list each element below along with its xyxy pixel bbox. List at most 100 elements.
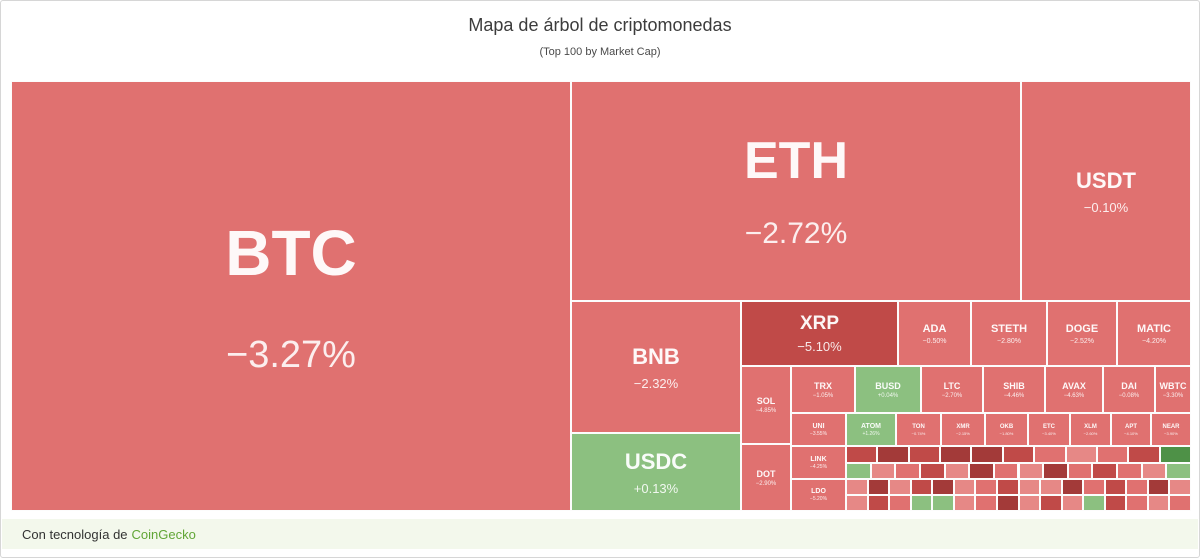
treemap-micro-cell[interactable] bbox=[932, 495, 954, 511]
treemap-micro-cell[interactable] bbox=[877, 446, 909, 463]
treemap-micro-cell[interactable] bbox=[1096, 446, 1129, 463]
treemap-micro-cell[interactable] bbox=[944, 463, 970, 479]
treemap-cell-usdt[interactable]: USDT −0.10% bbox=[1021, 81, 1191, 301]
treemap-micro-cell[interactable] bbox=[975, 479, 997, 495]
treemap-micro-cell[interactable] bbox=[1104, 479, 1127, 495]
treemap-micro-cell[interactable] bbox=[1018, 463, 1044, 479]
treemap-cell-ton[interactable]: TON −0.74% bbox=[896, 413, 941, 446]
treemap-cell-dai[interactable]: DAI −0.08% bbox=[1103, 366, 1155, 413]
treemap-micro-cell[interactable] bbox=[846, 446, 878, 463]
treemap-micro-cell[interactable] bbox=[867, 495, 890, 511]
treemap-cell-usdc[interactable]: USDC +0.13% bbox=[571, 433, 741, 511]
treemap-cell-btc[interactable]: BTC −3.27% bbox=[11, 81, 571, 511]
treemap-micro-cell[interactable] bbox=[953, 479, 976, 495]
treemap-micro-cell[interactable] bbox=[846, 463, 871, 479]
coin-symbol: UNI bbox=[812, 422, 825, 430]
coin-change: −2.80% bbox=[997, 337, 1021, 345]
treemap-micro-cell[interactable] bbox=[867, 479, 890, 495]
treemap-micro-cell[interactable] bbox=[1065, 446, 1097, 463]
treemap-micro-cell[interactable] bbox=[1002, 446, 1035, 463]
treemap-micro-cell[interactable] bbox=[940, 446, 972, 463]
treemap-cell-busd[interactable]: BUSD +0.04% bbox=[855, 366, 921, 413]
treemap-micro-cell[interactable] bbox=[1043, 463, 1068, 479]
treemap-cell-dot[interactable]: DOT −2.90% bbox=[741, 444, 791, 511]
treemap-cell-ada[interactable]: ADA −0.50% bbox=[898, 301, 971, 366]
treemap-cell-doge[interactable]: DOGE −2.52% bbox=[1047, 301, 1117, 366]
treemap-micro-cell[interactable] bbox=[1128, 446, 1160, 463]
coin-symbol: USDT bbox=[1076, 167, 1136, 193]
coin-symbol: ATOM bbox=[861, 422, 881, 430]
treemap-micro-cell[interactable] bbox=[975, 495, 997, 511]
treemap-micro-cell[interactable] bbox=[908, 446, 941, 463]
coin-symbol: AVAX bbox=[1062, 380, 1086, 391]
treemap-cell-xmr[interactable]: XMR −2.15% bbox=[941, 413, 985, 446]
treemap-micro-cell[interactable] bbox=[1083, 479, 1105, 495]
treemap-micro-cell[interactable] bbox=[993, 463, 1019, 479]
coin-change: +0.04% bbox=[877, 392, 899, 399]
treemap-micro-cell[interactable] bbox=[932, 479, 954, 495]
treemap-cell-eth[interactable]: ETH −2.72% bbox=[571, 81, 1021, 301]
treemap-micro-cell[interactable] bbox=[953, 495, 976, 511]
treemap-cell-steth[interactable]: STETH −2.80% bbox=[971, 301, 1047, 366]
treemap-micro-cell[interactable] bbox=[1159, 446, 1191, 463]
treemap-micro-cell[interactable] bbox=[1166, 463, 1191, 479]
coin-symbol: BNB bbox=[632, 343, 680, 369]
treemap-micro-cell[interactable] bbox=[1018, 495, 1041, 511]
treemap-cell-xlm[interactable]: XLM −2.60% bbox=[1070, 413, 1111, 446]
treemap-cell-apt[interactable]: APT −4.10% bbox=[1111, 413, 1151, 446]
coingecko-link[interactable]: CoinGecko bbox=[131, 526, 196, 542]
treemap-micro-cell[interactable] bbox=[1147, 495, 1170, 511]
coin-change: −2.15% bbox=[956, 430, 970, 436]
treemap-micro-cell[interactable] bbox=[1018, 479, 1041, 495]
treemap-cell-bnb[interactable]: BNB −2.32% bbox=[571, 301, 741, 433]
treemap-cell-atom[interactable]: ATOM +1.26% bbox=[846, 413, 896, 446]
treemap-micro-cell[interactable] bbox=[971, 446, 1003, 463]
treemap-micro-cell[interactable] bbox=[1040, 479, 1062, 495]
treemap-micro-cell[interactable] bbox=[910, 495, 933, 511]
treemap-micro-cell[interactable] bbox=[846, 495, 868, 511]
treemap-micro-cell[interactable] bbox=[1083, 495, 1105, 511]
treemap-micro-cell[interactable] bbox=[889, 479, 911, 495]
treemap-cell-matic[interactable]: MATIC −4.20% bbox=[1117, 301, 1191, 366]
treemap-micro-cell[interactable] bbox=[1104, 495, 1127, 511]
treemap-micro-cell[interactable] bbox=[1092, 463, 1118, 479]
treemap-micro-cell[interactable] bbox=[1061, 495, 1084, 511]
treemap-cell-ltc[interactable]: LTC −2.70% bbox=[921, 366, 983, 413]
coin-symbol: STETH bbox=[990, 322, 1028, 335]
treemap-micro-cell[interactable] bbox=[996, 495, 1019, 511]
treemap-micro-cell[interactable] bbox=[846, 479, 868, 495]
treemap-micro-cell[interactable] bbox=[895, 463, 920, 479]
treemap-micro-cell[interactable] bbox=[1126, 479, 1148, 495]
treemap-cell-near[interactable]: NEAR −3.90% bbox=[1151, 413, 1191, 446]
treemap-micro-cell[interactable] bbox=[1126, 495, 1148, 511]
treemap-micro-cell[interactable] bbox=[1034, 446, 1066, 463]
treemap-cell-okb[interactable]: OKB −1.80% bbox=[985, 413, 1028, 446]
treemap-micro-cell[interactable] bbox=[1169, 479, 1191, 495]
treemap-micro-cell[interactable] bbox=[1117, 463, 1142, 479]
treemap-cell-ldo[interactable]: LDO −5.20% bbox=[791, 479, 846, 511]
treemap-cell-etc[interactable]: ETC −3.40% bbox=[1028, 413, 1070, 446]
treemap-micro-cell[interactable] bbox=[910, 479, 933, 495]
treemap-cell-xrp[interactable]: XRP −5.10% bbox=[741, 301, 898, 366]
treemap-cell-wbtc[interactable]: WBTC −3.30% bbox=[1155, 366, 1191, 413]
treemap-cell-trx[interactable]: TRX −1.05% bbox=[791, 366, 855, 413]
coin-change: −0.50% bbox=[922, 337, 947, 345]
treemap-micro-cell[interactable] bbox=[1169, 495, 1191, 511]
treemap-cell-avax[interactable]: AVAX −4.63% bbox=[1045, 366, 1103, 413]
treemap-micro-cell[interactable] bbox=[1067, 463, 1093, 479]
treemap-micro-cell[interactable] bbox=[1147, 479, 1170, 495]
treemap-cell-shib[interactable]: SHIB −4.46% bbox=[983, 366, 1045, 413]
coin-change: −5.10% bbox=[797, 339, 842, 354]
treemap-cell-sol[interactable]: SOL −4.85% bbox=[741, 366, 791, 444]
treemap-cell-uni[interactable]: UNI −3.55% bbox=[791, 413, 846, 446]
treemap-micro-cell[interactable] bbox=[919, 463, 945, 479]
treemap-micro-cell[interactable] bbox=[996, 479, 1019, 495]
treemap-micro-cell[interactable] bbox=[889, 495, 911, 511]
treemap-micro-cell[interactable] bbox=[1040, 495, 1062, 511]
treemap-micro-cell[interactable] bbox=[969, 463, 994, 479]
coin-change: −0.74% bbox=[911, 430, 926, 436]
treemap-micro-cell[interactable] bbox=[1141, 463, 1167, 479]
treemap-micro-cell[interactable] bbox=[1061, 479, 1084, 495]
treemap-cell-link[interactable]: LINK −4.25% bbox=[791, 446, 846, 479]
treemap-micro-cell[interactable] bbox=[870, 463, 896, 479]
